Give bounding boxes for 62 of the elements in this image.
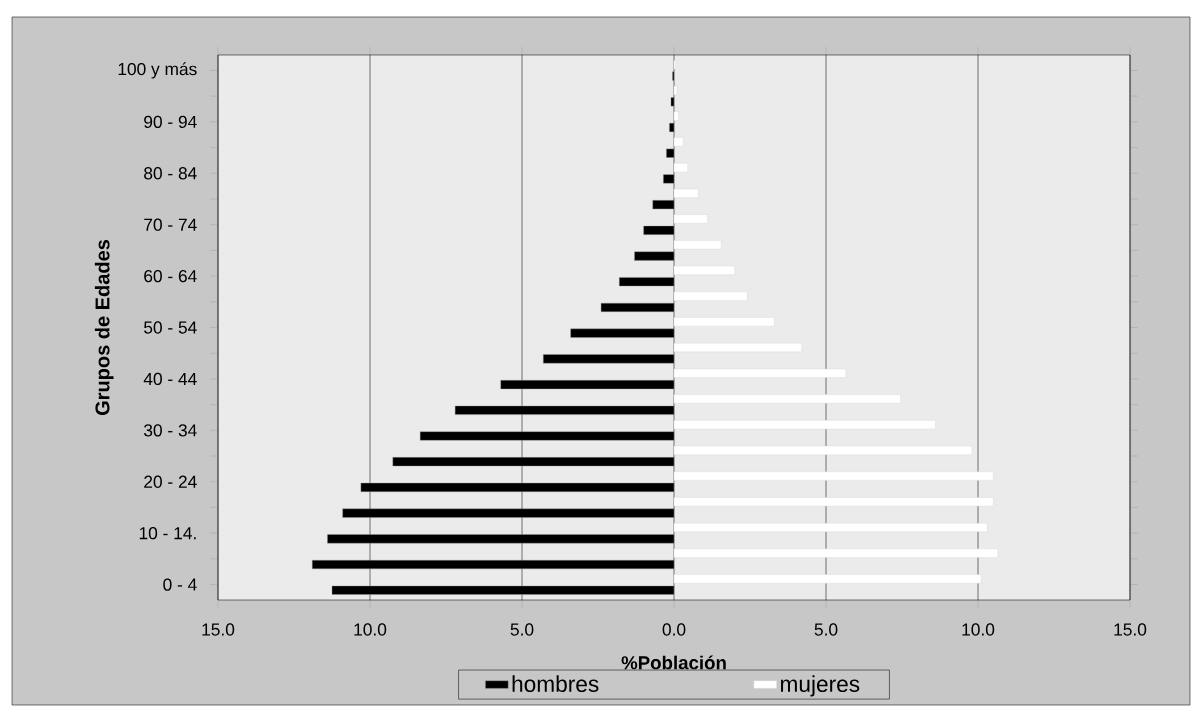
bar — [669, 122, 675, 133]
bar — [666, 148, 675, 158]
x-axis-title: %Población — [621, 655, 726, 670]
bar — [670, 97, 675, 107]
bar — [342, 508, 675, 518]
bar — [312, 560, 675, 570]
y-tick-label: 90 - 94 — [144, 115, 197, 128]
bar — [673, 420, 936, 430]
y-tick-label: 20 - 24 — [144, 475, 197, 488]
bar — [673, 394, 901, 404]
y-tick-label: 0 - 4 — [163, 578, 197, 591]
bar — [673, 445, 973, 455]
bar — [673, 368, 846, 378]
bar — [600, 302, 675, 312]
bar — [673, 188, 699, 198]
y-axis-title: Grupos de Edades — [94, 239, 114, 416]
bar — [570, 328, 675, 338]
y-tick-label: 10 - 14. — [139, 527, 196, 540]
legend-label: mujeres — [781, 675, 860, 697]
x-tick-label: 15.0 — [1114, 623, 1147, 636]
x-tick-label: 10.0 — [354, 623, 387, 636]
bar — [419, 431, 675, 441]
bar — [673, 317, 775, 327]
x-tick-label: 5.0 — [814, 623, 838, 636]
bar — [673, 497, 994, 507]
y-tick-label: 30 - 34 — [144, 424, 197, 437]
bar — [673, 265, 736, 275]
bar — [673, 240, 722, 250]
legend-label: hombres — [512, 675, 599, 693]
bar — [634, 251, 675, 261]
bar — [673, 85, 678, 95]
bar — [673, 214, 708, 224]
bar — [673, 111, 679, 121]
bar — [673, 343, 802, 353]
bar — [331, 585, 675, 595]
bar — [652, 200, 675, 210]
bar — [454, 405, 675, 415]
y-tick-label: 60 - 64 — [144, 269, 197, 283]
bar — [392, 457, 675, 467]
y-tick-label: 80 - 84 — [144, 167, 197, 180]
bar — [673, 137, 684, 147]
y-tick-label: 50 - 54 — [144, 321, 197, 334]
bar — [643, 225, 675, 235]
bar — [673, 522, 988, 533]
bar — [327, 534, 675, 544]
bar — [360, 482, 675, 492]
y-tick-label: 70 - 74 — [144, 218, 197, 231]
bar — [673, 291, 748, 301]
bar — [673, 574, 982, 584]
bar — [619, 277, 675, 287]
y-tick-label: 40 - 44 — [143, 372, 197, 386]
bar — [673, 471, 994, 481]
x-tick-label: 10.0 — [962, 623, 995, 636]
x-tick-label: 5.0 — [510, 623, 534, 636]
bar — [663, 174, 675, 184]
bar — [500, 380, 675, 390]
y-tick-label: 100 y más — [118, 62, 197, 79]
bar — [673, 548, 998, 558]
x-tick-label: 15.0 — [202, 623, 235, 636]
bar — [673, 163, 688, 173]
bar — [543, 354, 675, 364]
x-tick-label: 0.0 — [662, 623, 686, 636]
